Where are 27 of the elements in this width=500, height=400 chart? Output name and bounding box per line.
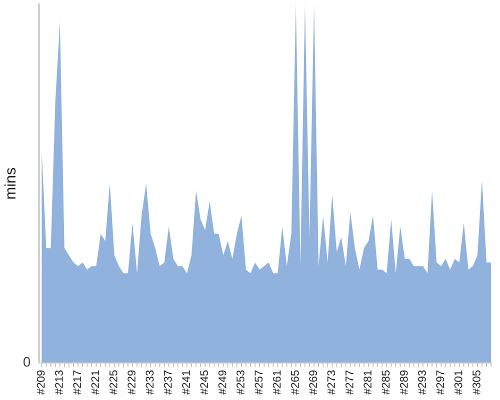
x-tick-label: #233 bbox=[146, 370, 154, 395]
x-tick-label: #305 bbox=[472, 370, 480, 395]
x-tick-label: #261 bbox=[272, 370, 281, 395]
text: 0 bbox=[23, 356, 30, 367]
x-tick-label: #293 bbox=[418, 370, 426, 395]
x-tick-label: #269 bbox=[309, 370, 318, 395]
x-tick-label: #285 bbox=[382, 370, 390, 395]
x-tick-label: #229 bbox=[128, 370, 136, 395]
x-tick-label: #273 bbox=[327, 370, 336, 395]
x-tick-label: #281 bbox=[364, 370, 372, 395]
x-tick-label: #237 bbox=[164, 370, 172, 395]
x-tick-label: #245 bbox=[200, 370, 208, 395]
x-tick-label: #297 bbox=[436, 370, 444, 395]
x-tick-label: #221 bbox=[91, 370, 100, 395]
x-tick-label: #257 bbox=[254, 370, 263, 395]
x-tick-label: #301 bbox=[454, 370, 462, 395]
x-tick-label: #289 bbox=[400, 370, 408, 395]
x-tick-label: #213 bbox=[54, 370, 63, 395]
x-tick-label: #249 bbox=[218, 370, 226, 395]
x-tick-label: #217 bbox=[73, 370, 81, 395]
x-tick-label: #253 bbox=[236, 370, 244, 395]
y-axis-title: mins bbox=[4, 168, 16, 199]
x-tick-label: #241 bbox=[182, 370, 190, 395]
x-tick-label: #277 bbox=[345, 370, 354, 395]
x-tick-label: #265 bbox=[291, 370, 299, 395]
x-tick-label: #209 bbox=[36, 370, 45, 395]
x-tick-label: #225 bbox=[109, 370, 118, 395]
